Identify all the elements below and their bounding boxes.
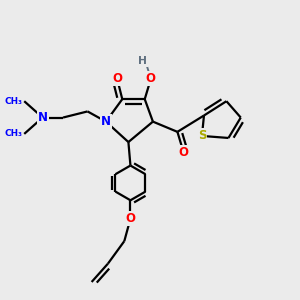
Text: CH₃: CH₃ [5, 97, 23, 106]
Text: O: O [178, 146, 188, 159]
Text: O: O [146, 72, 156, 85]
Text: N: N [38, 111, 48, 124]
Text: O: O [125, 212, 135, 225]
Text: N: N [101, 115, 111, 128]
Text: S: S [198, 129, 206, 142]
Text: H: H [139, 56, 147, 66]
Text: O: O [112, 72, 122, 85]
Text: CH₃: CH₃ [5, 129, 23, 138]
